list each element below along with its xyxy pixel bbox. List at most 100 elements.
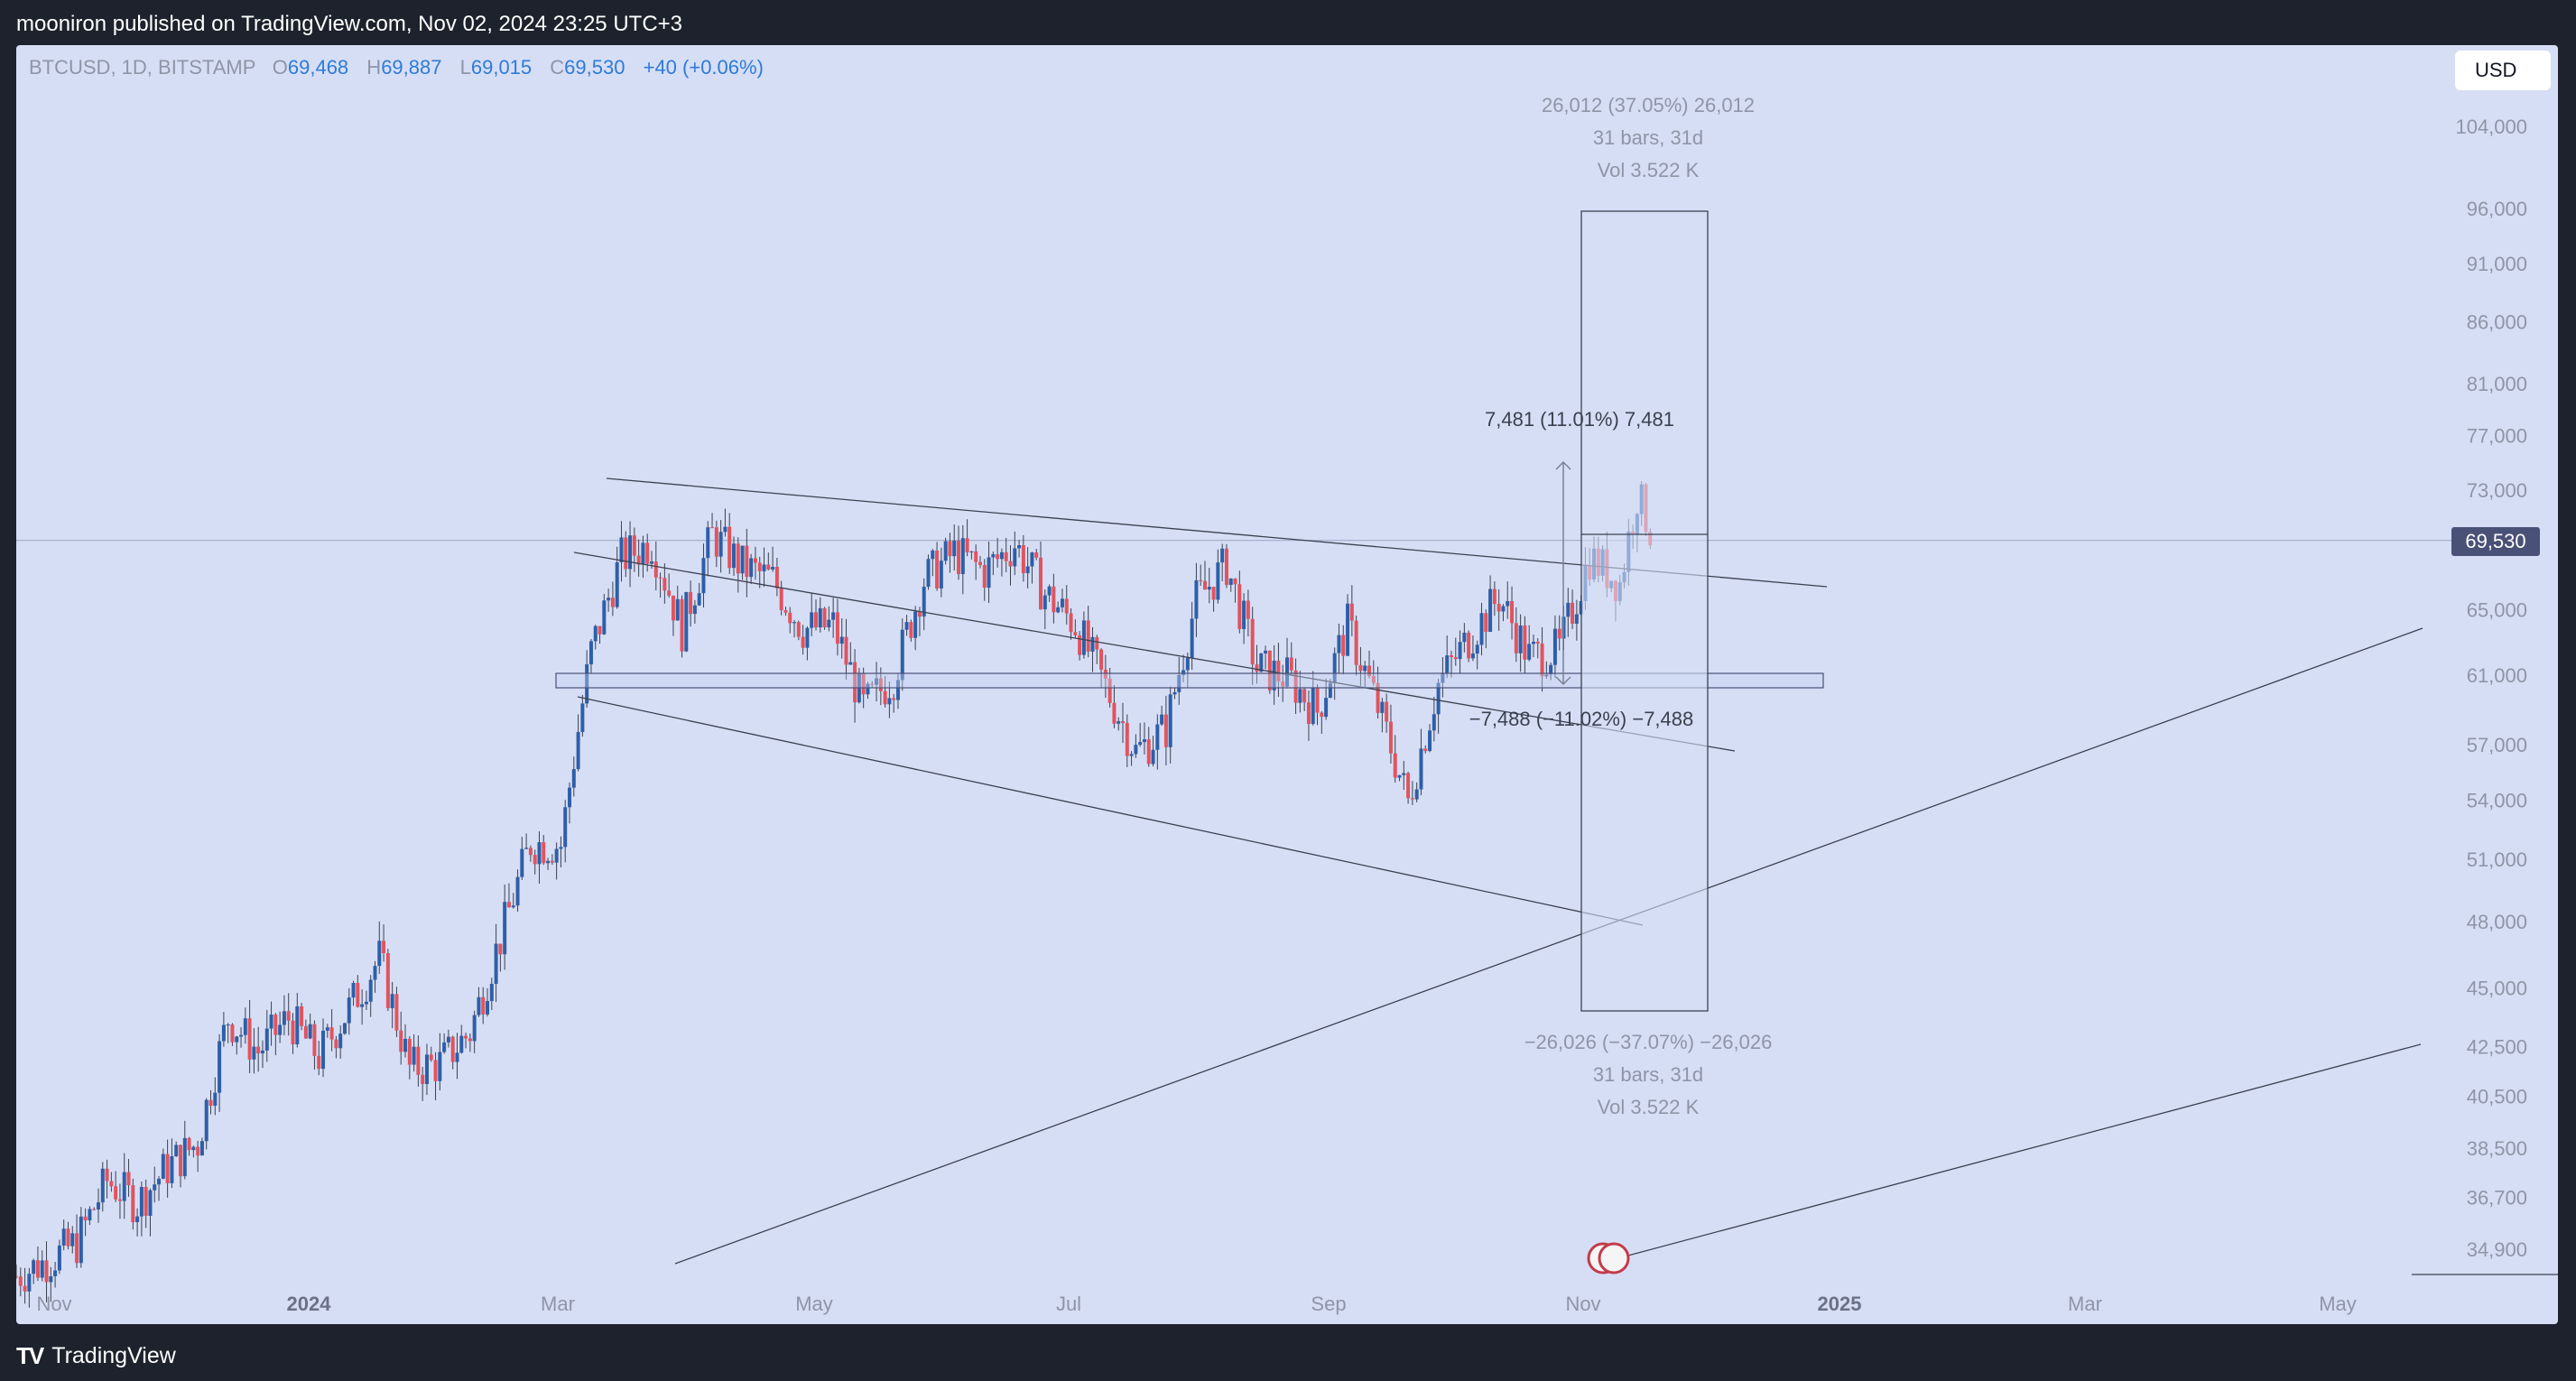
candle-body[interactable]: [394, 994, 399, 1031]
candle-body[interactable]: [848, 662, 853, 665]
candle-body[interactable]: [792, 622, 797, 624]
event-flag-icon[interactable]: [1598, 1242, 1630, 1274]
candle-body[interactable]: [442, 1042, 447, 1052]
candle-body[interactable]: [723, 526, 727, 533]
candle-body[interactable]: [1034, 552, 1039, 558]
candle-body[interactable]: [692, 605, 697, 615]
candle-body[interactable]: [412, 1046, 416, 1065]
candle-body[interactable]: [568, 787, 572, 808]
candle-body[interactable]: [1025, 566, 1030, 574]
trendline[interactable]: [573, 551, 1736, 752]
candle-body[interactable]: [957, 540, 961, 575]
candle-body[interactable]: [563, 807, 568, 848]
candle-body[interactable]: [1324, 698, 1329, 718]
candle-body[interactable]: [260, 1050, 264, 1054]
candle-body[interactable]: [671, 595, 675, 621]
candle-body[interactable]: [1160, 714, 1164, 725]
candle-body[interactable]: [446, 1036, 450, 1043]
candle-body[interactable]: [1496, 604, 1501, 612]
candle-body[interactable]: [913, 611, 918, 638]
candle-body[interactable]: [1194, 579, 1199, 619]
support-zone[interactable]: [555, 672, 1824, 689]
candle-body[interactable]: [235, 1036, 239, 1043]
candle-body[interactable]: [878, 678, 883, 691]
candle-body[interactable]: [853, 662, 857, 703]
candle-body[interactable]: [18, 1276, 23, 1286]
candle-body[interactable]: [718, 532, 723, 557]
candle-body[interactable]: [390, 994, 394, 1008]
candle-body[interactable]: [835, 612, 839, 644]
candle-body[interactable]: [247, 1018, 252, 1060]
candle-body[interactable]: [805, 627, 810, 648]
candle-body[interactable]: [1393, 753, 1397, 778]
candle-body[interactable]: [939, 561, 943, 589]
candle-body[interactable]: [1155, 724, 1160, 750]
candle-body[interactable]: [360, 1004, 365, 1007]
candle-body[interactable]: [1371, 675, 1376, 683]
candle-body[interactable]: [170, 1156, 174, 1183]
candle-body[interactable]: [1346, 603, 1350, 656]
candle-body[interactable]: [269, 1015, 273, 1029]
candle-body[interactable]: [1540, 643, 1544, 677]
candle-body[interactable]: [1237, 584, 1242, 629]
candle-body[interactable]: [745, 545, 749, 578]
candle-body[interactable]: [1492, 589, 1496, 605]
candle-body[interactable]: [472, 1015, 477, 1042]
candle-body[interactable]: [1272, 660, 1276, 690]
candle-body[interactable]: [948, 541, 952, 557]
candle-body[interactable]: [1199, 579, 1203, 581]
candle-body[interactable]: [1380, 701, 1385, 713]
candle-body[interactable]: [264, 1028, 269, 1051]
candle-body[interactable]: [1397, 774, 1402, 778]
candle-body[interactable]: [943, 541, 948, 561]
candle-body[interactable]: [1302, 689, 1307, 703]
candle-body[interactable]: [347, 997, 351, 1024]
candle-body[interactable]: [1203, 580, 1208, 590]
candle-body[interactable]: [1242, 600, 1246, 629]
candle-body[interactable]: [1488, 589, 1493, 633]
candle-body[interactable]: [788, 612, 792, 624]
candle-body[interactable]: [892, 698, 896, 700]
candle-body[interactable]: [16, 1275, 18, 1277]
candle-body[interactable]: [468, 1038, 472, 1042]
candle-body[interactable]: [663, 578, 667, 591]
candle-body[interactable]: [1064, 598, 1069, 614]
candle-body[interactable]: [1177, 674, 1181, 692]
candle-body[interactable]: [1385, 701, 1389, 722]
candle-body[interactable]: [494, 943, 498, 984]
candle-body[interactable]: [40, 1260, 44, 1278]
candle-body[interactable]: [1086, 620, 1090, 652]
candle-body[interactable]: [1099, 649, 1104, 670]
candle-body[interactable]: [368, 979, 373, 1002]
candle-body[interactable]: [196, 1146, 200, 1156]
candle-body[interactable]: [1233, 578, 1237, 585]
candle-body[interactable]: [801, 636, 805, 648]
candle-body[interactable]: [403, 1038, 408, 1052]
candle-body[interactable]: [1527, 644, 1532, 660]
candle-body[interactable]: [636, 555, 641, 565]
candle-body[interactable]: [588, 641, 593, 664]
currency-button[interactable]: USD: [2455, 51, 2551, 90]
candle-body[interactable]: [1073, 632, 1078, 635]
candle-body[interactable]: [667, 590, 672, 596]
candle-body[interactable]: [978, 561, 982, 566]
candle-body[interactable]: [114, 1186, 118, 1200]
candle-body[interactable]: [256, 1046, 261, 1054]
candle-body[interactable]: [684, 591, 689, 652]
candle-body[interactable]: [645, 542, 650, 564]
chart-panel[interactable]: 26,012 (37.05%) 26,012 31 bars, 31d Vol 3.…: [16, 45, 2558, 1324]
candle-body[interactable]: [1367, 665, 1371, 676]
candle-body[interactable]: [506, 902, 511, 908]
candle-body[interactable]: [286, 1011, 291, 1021]
candle-body[interactable]: [1117, 721, 1121, 724]
candle-body[interactable]: [144, 1187, 148, 1216]
candle-body[interactable]: [135, 1216, 140, 1223]
candle-body[interactable]: [109, 1181, 114, 1187]
candle-body[interactable]: [218, 1041, 222, 1093]
candle-body[interactable]: [1552, 628, 1557, 665]
candle-body[interactable]: [226, 1024, 230, 1026]
candle-body[interactable]: [887, 698, 892, 705]
candle-body[interactable]: [1078, 635, 1082, 655]
candle-body[interactable]: [714, 527, 718, 557]
candle-body[interactable]: [1220, 548, 1225, 563]
